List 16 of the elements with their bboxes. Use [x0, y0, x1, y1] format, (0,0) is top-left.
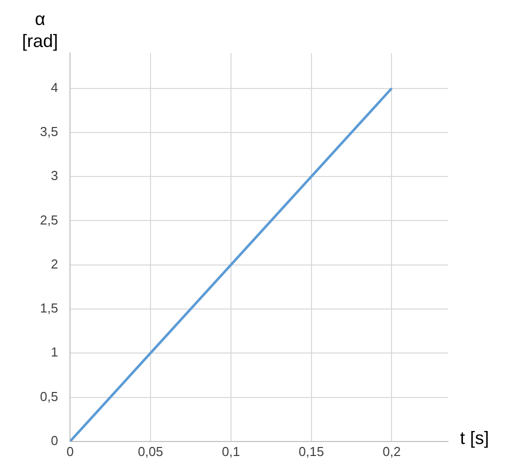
- x-tick-label: 0: [66, 444, 74, 459]
- y-tick-label: 0: [50, 432, 58, 448]
- x-tick-label: 0,1: [222, 444, 240, 459]
- x-tick-label: 0,15: [298, 444, 324, 459]
- y-tick-label: 1,5: [40, 300, 58, 316]
- x-tick-label: 0,05: [138, 444, 164, 459]
- y-tick-label: 1: [50, 344, 58, 360]
- y-tick-label: 2: [50, 256, 58, 272]
- y-tick-label: 3,5: [40, 124, 58, 140]
- x-axis-title: t [s]: [460, 428, 490, 449]
- y-tick-label: 3: [50, 168, 58, 184]
- y-axis-title: α [rad]: [22, 8, 58, 52]
- y-tick-label: 4: [50, 80, 58, 95]
- x-tick-label: 0,2: [382, 444, 401, 459]
- y-tick-label: 0,5: [40, 388, 58, 404]
- y-tick-label: 2,5: [40, 212, 58, 228]
